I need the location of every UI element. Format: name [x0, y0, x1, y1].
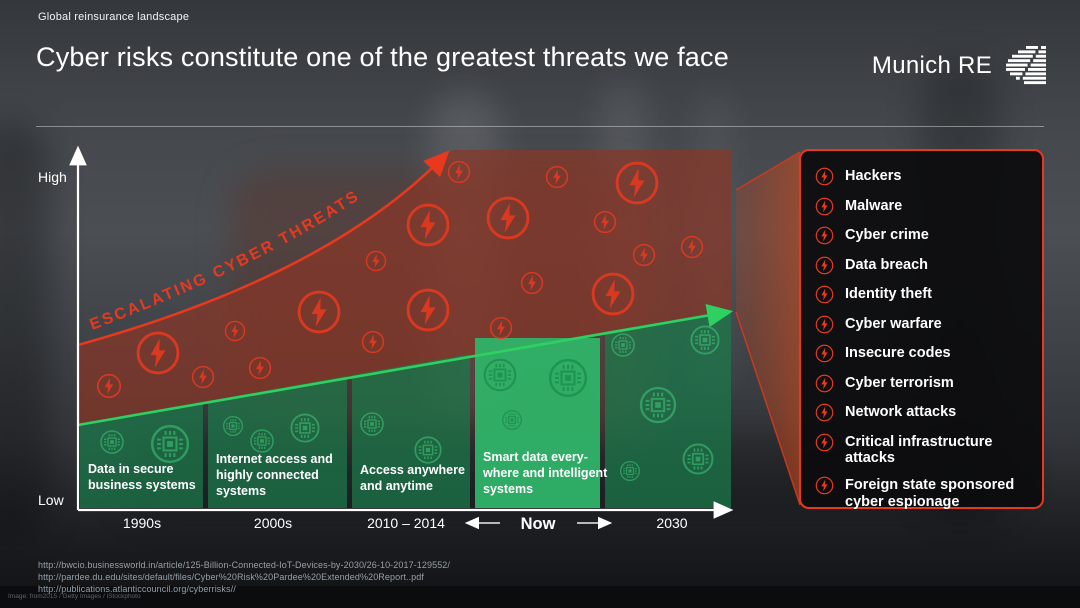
x-tick-2000s: 2000s: [254, 515, 292, 531]
escalating-threats-curve: [77, 150, 450, 347]
y-axis-high-label: High: [38, 169, 67, 185]
chip-icon: [682, 443, 714, 475]
chip-icon: [360, 412, 384, 436]
era-label-2010-2014: Access anywhere and anytime: [360, 463, 468, 493]
chip-icon: [100, 430, 124, 454]
chip-icon: [620, 461, 640, 481]
threat-growth-chart: ESCALATING CYBER THREATS High Low Data i…: [38, 145, 801, 533]
chip-icon: [250, 429, 274, 453]
threat-item: Cyber terrorism: [815, 375, 1030, 393]
x-tick-1990s: 1990s: [123, 515, 161, 531]
threat-item-label: Malware: [845, 197, 903, 214]
lightning-icon: [815, 315, 834, 334]
lightning-icon: [815, 403, 834, 422]
era-label-1990s: Data in secure business systems: [88, 462, 196, 492]
threat-item-label: Cyber crime: [845, 227, 929, 243]
bottom-dark-band: [0, 586, 1080, 608]
chip-icon: [414, 436, 442, 464]
threat-item: Cyber crime: [815, 227, 1030, 245]
chip-icon: [639, 386, 677, 424]
chip-icon: [150, 424, 190, 464]
chip-icon: [502, 410, 522, 430]
threat-item: Cyber warfare: [815, 316, 1030, 334]
threat-item-label: Data breach: [845, 256, 929, 273]
chip-icon: [483, 358, 517, 392]
threat-item-label: Foreign state sponsored cyber espionage: [845, 477, 1015, 510]
panel-callout-wedge: [736, 152, 800, 505]
source-link[interactable]: http://pardee.du.edu/sites/default/files…: [38, 572, 424, 582]
threat-panel: Hackers Malware Cyber crime Data breach Iden…: [799, 149, 1044, 510]
chip-icon: [611, 333, 635, 357]
era-label-now: Smart data every- where and intelligent …: [482, 450, 611, 496]
threat-item: Data breach: [815, 257, 1030, 275]
chip-icon: [223, 416, 243, 436]
threat-item: Malware: [815, 198, 1030, 216]
threat-item: Hackers: [815, 168, 1030, 186]
lightning-icon: [815, 433, 834, 452]
background-shadow: [0, 120, 50, 540]
threat-item: Critical infrastructure attacks: [815, 434, 1030, 466]
image-credit: Image: from2015 / Getty Images / iStockp…: [8, 593, 141, 600]
slide-title: Cyber risks constitute one of the greate…: [36, 42, 729, 72]
threat-item-label: Insecure codes: [845, 345, 951, 361]
lightning-icon: [815, 197, 834, 216]
brand-wordmark: Munich RE: [871, 52, 992, 79]
threat-item: Insecure codes: [815, 345, 1030, 363]
era-box-2000s: [208, 376, 347, 508]
munich-re-globe-icon: [1006, 46, 1046, 85]
source-link[interactable]: http://bwcio.businessworld.in/article/12…: [38, 560, 451, 570]
x-tick-2010-2014: 2010 – 2014: [367, 515, 445, 531]
era-box-2010-2014: [352, 354, 470, 508]
threat-item-label: Network attacks: [845, 404, 957, 420]
panel-callout-edge: [735, 151, 801, 506]
lightning-icon: [815, 226, 834, 245]
chip-icon: [690, 325, 720, 355]
lightning-icon: [815, 374, 834, 393]
y-axis-low-label: Low: [38, 492, 65, 508]
threat-item-label: Hackers: [845, 168, 902, 184]
era-box-1990s: [80, 402, 203, 508]
source-link[interactable]: http://publications.atlanticcouncil.org/…: [38, 584, 236, 594]
lightning-icon: [815, 476, 834, 495]
header-divider: [36, 126, 1044, 127]
chip-icon: [548, 358, 588, 398]
threat-item-label: Critical infrastructure attacks: [845, 433, 993, 466]
lightning-icon: [815, 344, 834, 363]
threat-item: Foreign state sponsored cyber espionage: [815, 476, 1030, 510]
threat-item: Network attacks: [815, 404, 1030, 422]
lightning-icon: [815, 285, 834, 304]
threat-item-label: Cyber warfare: [845, 315, 942, 332]
threat-list: Hackers Malware Cyber crime Data breach Iden…: [815, 168, 1030, 510]
threat-item: Identity theft: [815, 286, 1030, 304]
chip-icon: [290, 413, 320, 443]
source-list: http://bwcio.businessworld.in/article/12…: [38, 559, 450, 595]
era-label-2000s: Internet access and highly connected sys…: [216, 452, 336, 498]
slide-eyebrow: Global reinsurance landscape: [38, 11, 190, 23]
lightning-icon: [815, 167, 834, 186]
x-tick-now: Now: [521, 515, 556, 533]
threat-item-label: Identity theft: [845, 286, 932, 302]
lightning-icon: [815, 256, 834, 275]
brand-lockup: Munich RE: [872, 46, 1046, 86]
x-tick-2030: 2030: [656, 515, 687, 531]
cyber-threat-area: [78, 150, 731, 425]
connectivity-trend-arrow: [77, 304, 734, 427]
threat-item-label: Cyber terrorism: [845, 374, 954, 391]
